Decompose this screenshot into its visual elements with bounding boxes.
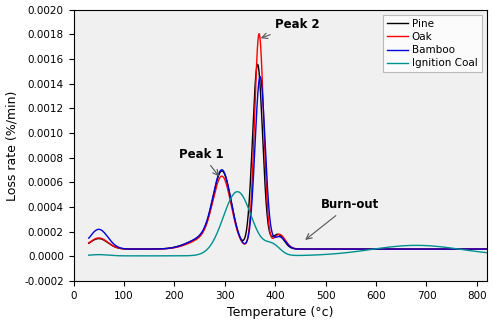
Bamboo [131, 247, 137, 251]
Oak [155, 247, 161, 251]
Pine [328, 247, 334, 251]
Text: Peak 2: Peak 2 [262, 18, 320, 38]
Ignition Coal [433, 244, 439, 248]
Oak [239, 239, 245, 243]
Ignition Coal [146, 254, 152, 258]
Bamboo [257, 75, 263, 79]
Pine [131, 247, 137, 251]
Oak [256, 32, 262, 36]
Ignition Coal [484, 251, 490, 255]
Bamboo [256, 82, 262, 85]
Ignition Coal [256, 232, 262, 236]
Text: Peak 1: Peak 1 [179, 148, 224, 176]
Oak [433, 247, 439, 251]
Pine [155, 247, 161, 251]
Line: Oak: Oak [89, 34, 487, 249]
Bamboo [155, 247, 161, 251]
Bamboo [239, 238, 245, 242]
Bamboo [476, 247, 482, 251]
Line: Pine: Pine [89, 64, 487, 249]
Legend: Pine, Oak, Bamboo, Ignition Coal: Pine, Oak, Bamboo, Ignition Coal [383, 15, 482, 72]
Pine [239, 238, 245, 241]
Pine [255, 62, 261, 66]
Text: Burn-out: Burn-out [306, 198, 379, 239]
Pine [476, 247, 482, 251]
Y-axis label: Loss rate (%/min): Loss rate (%/min) [5, 90, 19, 201]
Bamboo [330, 247, 336, 251]
Oak [256, 33, 262, 37]
Ignition Coal [235, 190, 241, 194]
X-axis label: Temperature (°c): Temperature (°c) [227, 306, 334, 319]
Ignition Coal [86, 253, 92, 257]
Bamboo [433, 247, 439, 251]
Ignition Coal [155, 254, 161, 258]
Line: Bamboo: Bamboo [89, 77, 487, 249]
Bamboo [484, 247, 490, 251]
Line: Ignition Coal: Ignition Coal [89, 192, 487, 256]
Oak [86, 241, 92, 245]
Bamboo [86, 236, 92, 240]
Pine [433, 247, 439, 251]
Oak [484, 247, 490, 251]
Pine [484, 247, 490, 251]
Ignition Coal [239, 193, 245, 197]
Ignition Coal [476, 250, 482, 254]
Pine [256, 68, 262, 72]
Oak [476, 247, 482, 251]
Pine [86, 241, 92, 245]
Ignition Coal [131, 254, 137, 258]
Oak [331, 247, 337, 251]
Oak [131, 247, 137, 251]
